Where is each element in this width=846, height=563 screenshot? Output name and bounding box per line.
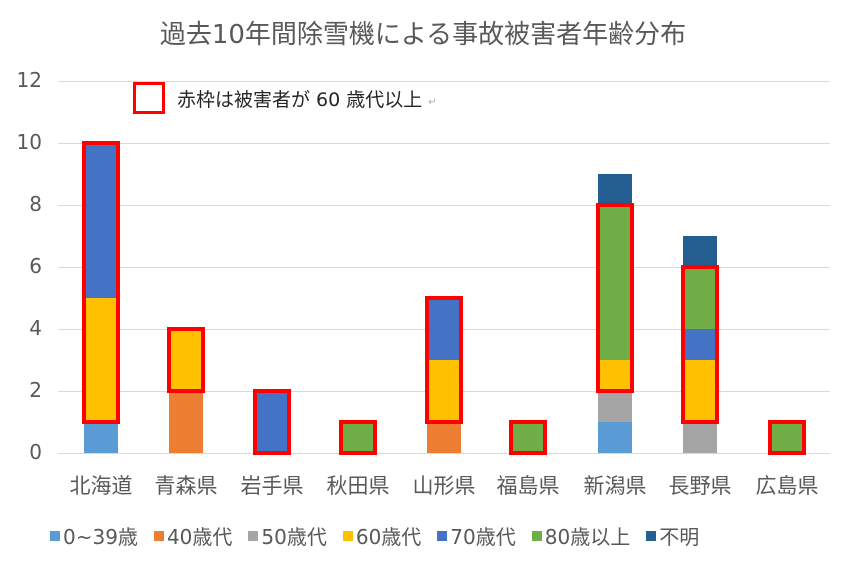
- y-tick-label: 4: [29, 316, 42, 340]
- bar-segment: [341, 422, 375, 453]
- x-tick-label: 岩手県: [240, 474, 304, 498]
- legend-item: 60歳代: [342, 521, 422, 550]
- bar-segment: [683, 360, 717, 422]
- return-mark-icon: ↵: [428, 96, 437, 108]
- legend-swatch-icon: [531, 530, 542, 541]
- legend-swatch-icon: [153, 530, 164, 541]
- highlight-box: [82, 141, 120, 424]
- highlight-box: [253, 389, 291, 455]
- bar-segment: [598, 205, 632, 360]
- bar-stack: [255, 0, 289, 563]
- y-tick-label: 12: [16, 68, 42, 92]
- legend-swatch-icon: [50, 530, 60, 541]
- x-tick-label: 広島県: [755, 474, 819, 498]
- legend-label: 80歳以上: [544, 525, 631, 549]
- bar-stack: [341, 0, 375, 563]
- x-tick-label: 福島県: [496, 474, 560, 498]
- legend-swatch-icon: [646, 530, 657, 541]
- highlight-box: [681, 265, 719, 424]
- x-tick-label: 山形県: [412, 474, 476, 498]
- gridline: [58, 453, 830, 454]
- bar-segment: [770, 422, 804, 453]
- x-tick-label: 北海道: [69, 474, 133, 498]
- annotation-text: 赤枠は被害者が 60 歳代以上: [177, 88, 423, 111]
- bar-stack: [770, 0, 804, 563]
- y-tick-label: 6: [29, 254, 42, 278]
- highlight-box: [425, 296, 463, 424]
- highlight-box: [596, 203, 634, 393]
- legend-item: 50歳代: [248, 521, 327, 550]
- legend-label: 50歳代: [261, 525, 327, 549]
- legend-item: 80歳以上: [531, 521, 631, 550]
- bar-stack: [683, 0, 717, 563]
- bar-segment: [84, 422, 118, 453]
- bar-segment: [683, 236, 717, 267]
- legend: 0~39歳 40歳代 50歳代 60歳代 70歳代 80歳以上 不明: [50, 521, 830, 550]
- bar-segment: [598, 391, 632, 422]
- bar-segment: [427, 360, 461, 422]
- gridline: [58, 267, 830, 268]
- bar-segment: [427, 298, 461, 360]
- x-tick-label: 新潟県: [583, 474, 647, 498]
- y-tick-label: 8: [29, 192, 42, 216]
- legend-label: 40歳代: [166, 525, 233, 549]
- bar-segment: [598, 422, 632, 453]
- bar-segment: [511, 422, 545, 453]
- legend-item: 0~39歳: [50, 521, 138, 550]
- legend-item: 40歳代: [153, 521, 233, 550]
- legend-item: 不明: [646, 521, 699, 550]
- y-tick-label: 2: [29, 378, 42, 402]
- bar-segment: [255, 391, 289, 453]
- legend-label: 0~39歳: [63, 525, 138, 549]
- legend-swatch-icon: [248, 530, 259, 541]
- y-tick-label: 0: [29, 440, 42, 464]
- legend-item: 70歳代: [437, 521, 516, 550]
- bar-segment: [598, 174, 632, 205]
- legend-swatch-icon: [437, 530, 448, 541]
- annotation-note: 赤枠は被害者が 60 歳代以上 ↵: [133, 82, 437, 114]
- legend-label: 60歳代: [355, 525, 422, 549]
- highlight-box: [768, 420, 806, 455]
- x-tick-label: 青森県: [154, 474, 218, 498]
- bar-segment: [84, 143, 118, 298]
- bar-segment: [169, 329, 203, 391]
- red-box-legend-icon: [133, 82, 165, 114]
- chart-title: 過去10年間除雪機による事故被害者年齢分布: [159, 20, 687, 50]
- bar-segment: [84, 298, 118, 422]
- bar-stack: [427, 0, 461, 563]
- legend-swatch-icon: [342, 530, 353, 541]
- highlight-box: [509, 420, 547, 455]
- bar-stack: [84, 0, 118, 563]
- bar-segment: [683, 422, 717, 453]
- x-tick-label: 秋田県: [326, 474, 390, 498]
- bar-stack: [598, 0, 632, 563]
- bar-segment: [169, 391, 203, 453]
- highlight-box: [167, 327, 205, 393]
- legend-label: 70歳代: [450, 525, 516, 549]
- bar-segment: [683, 267, 717, 329]
- bar-stack: [511, 0, 545, 563]
- legend-label: 不明: [659, 525, 700, 549]
- bar-segment: [427, 422, 461, 453]
- bar-stack: [169, 0, 203, 563]
- gridline: [58, 205, 830, 206]
- bar-segment: [598, 360, 632, 391]
- gridline: [58, 81, 830, 82]
- x-tick-label: 長野県: [668, 474, 732, 498]
- y-tick-label: 10: [16, 130, 42, 154]
- gridline: [58, 143, 830, 144]
- bar-segment: [683, 329, 717, 360]
- highlight-box: [339, 420, 377, 455]
